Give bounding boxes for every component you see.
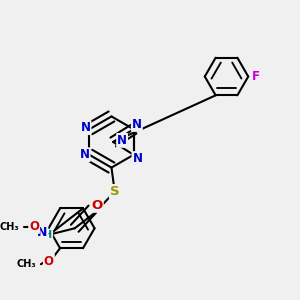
Text: N: N — [117, 134, 127, 147]
Text: O: O — [92, 199, 103, 212]
Text: O: O — [29, 220, 39, 233]
Text: N: N — [80, 148, 90, 161]
Text: CH₃: CH₃ — [0, 222, 19, 232]
Text: H: H — [43, 230, 52, 240]
Text: F: F — [252, 70, 260, 83]
Text: N: N — [133, 152, 142, 165]
Text: N: N — [80, 121, 91, 134]
Text: N: N — [132, 118, 142, 131]
Text: N: N — [37, 226, 47, 238]
Text: CH₃: CH₃ — [16, 259, 36, 269]
Text: S: S — [110, 185, 119, 198]
Text: O: O — [44, 255, 54, 268]
